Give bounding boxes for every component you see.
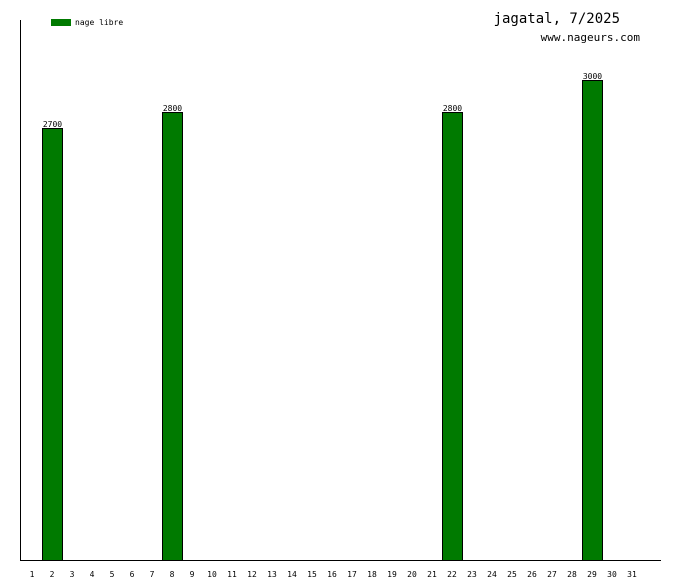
x-tick-label: 24 xyxy=(487,570,497,579)
x-tick-label: 14 xyxy=(287,570,297,579)
x-tick-label: 12 xyxy=(247,570,257,579)
x-tick-label: 17 xyxy=(347,570,357,579)
bar xyxy=(442,112,463,561)
data-label: 2800 xyxy=(163,104,182,113)
x-tick-label: 27 xyxy=(547,570,557,579)
x-tick-label: 25 xyxy=(507,570,517,579)
data-label: 2800 xyxy=(443,104,462,113)
x-tick-label: 29 xyxy=(587,570,597,579)
x-tick-label: 22 xyxy=(447,570,457,579)
x-tick-label: 1 xyxy=(30,570,35,579)
x-tick-label: 5 xyxy=(110,570,115,579)
x-tick-label: 28 xyxy=(567,570,577,579)
x-tick-label: 2 xyxy=(50,570,55,579)
bar xyxy=(42,128,63,561)
x-tick-label: 26 xyxy=(527,570,537,579)
data-labels-group: 2700 2800 2800 3000 xyxy=(43,72,602,129)
bars-group xyxy=(42,80,603,561)
x-tick-label: 20 xyxy=(407,570,417,579)
data-label: 2700 xyxy=(43,120,62,129)
x-tick-label: 7 xyxy=(150,570,155,579)
legend: nage libre xyxy=(51,18,123,27)
x-tick-label: 16 xyxy=(327,570,337,579)
x-tick-label: 13 xyxy=(267,570,277,579)
x-tick-label: 10 xyxy=(207,570,217,579)
x-tick-label: 21 xyxy=(427,570,437,579)
x-tick-label: 18 xyxy=(367,570,377,579)
legend-swatch xyxy=(51,19,71,26)
x-tick-label: 4 xyxy=(90,570,95,579)
bar xyxy=(582,80,603,561)
x-tick-label: 11 xyxy=(227,570,237,579)
bar xyxy=(162,112,183,561)
x-tick-labels-group: 1 2 3 4 5 6 7 8 9 10 11 12 13 14 15 16 17 18 19 20 21 22 23 24 2… xyxy=(30,570,637,579)
x-tick-label: 23 xyxy=(467,570,477,579)
chart-subtitle: www.nageurs.com xyxy=(541,31,641,44)
chart-title: jagatal, 7/2025 xyxy=(494,11,620,27)
x-tick-label: 19 xyxy=(387,570,397,579)
x-tick-label: 30 xyxy=(607,570,617,579)
x-tick-label: 8 xyxy=(170,570,175,579)
x-tick-label: 6 xyxy=(130,570,135,579)
x-tick-label: 31 xyxy=(627,570,637,579)
legend-label: nage libre xyxy=(75,18,123,27)
x-tick-label: 9 xyxy=(190,570,195,579)
x-tick-label: 15 xyxy=(307,570,317,579)
data-label: 3000 xyxy=(583,72,602,81)
x-tick-label: 3 xyxy=(70,570,75,579)
